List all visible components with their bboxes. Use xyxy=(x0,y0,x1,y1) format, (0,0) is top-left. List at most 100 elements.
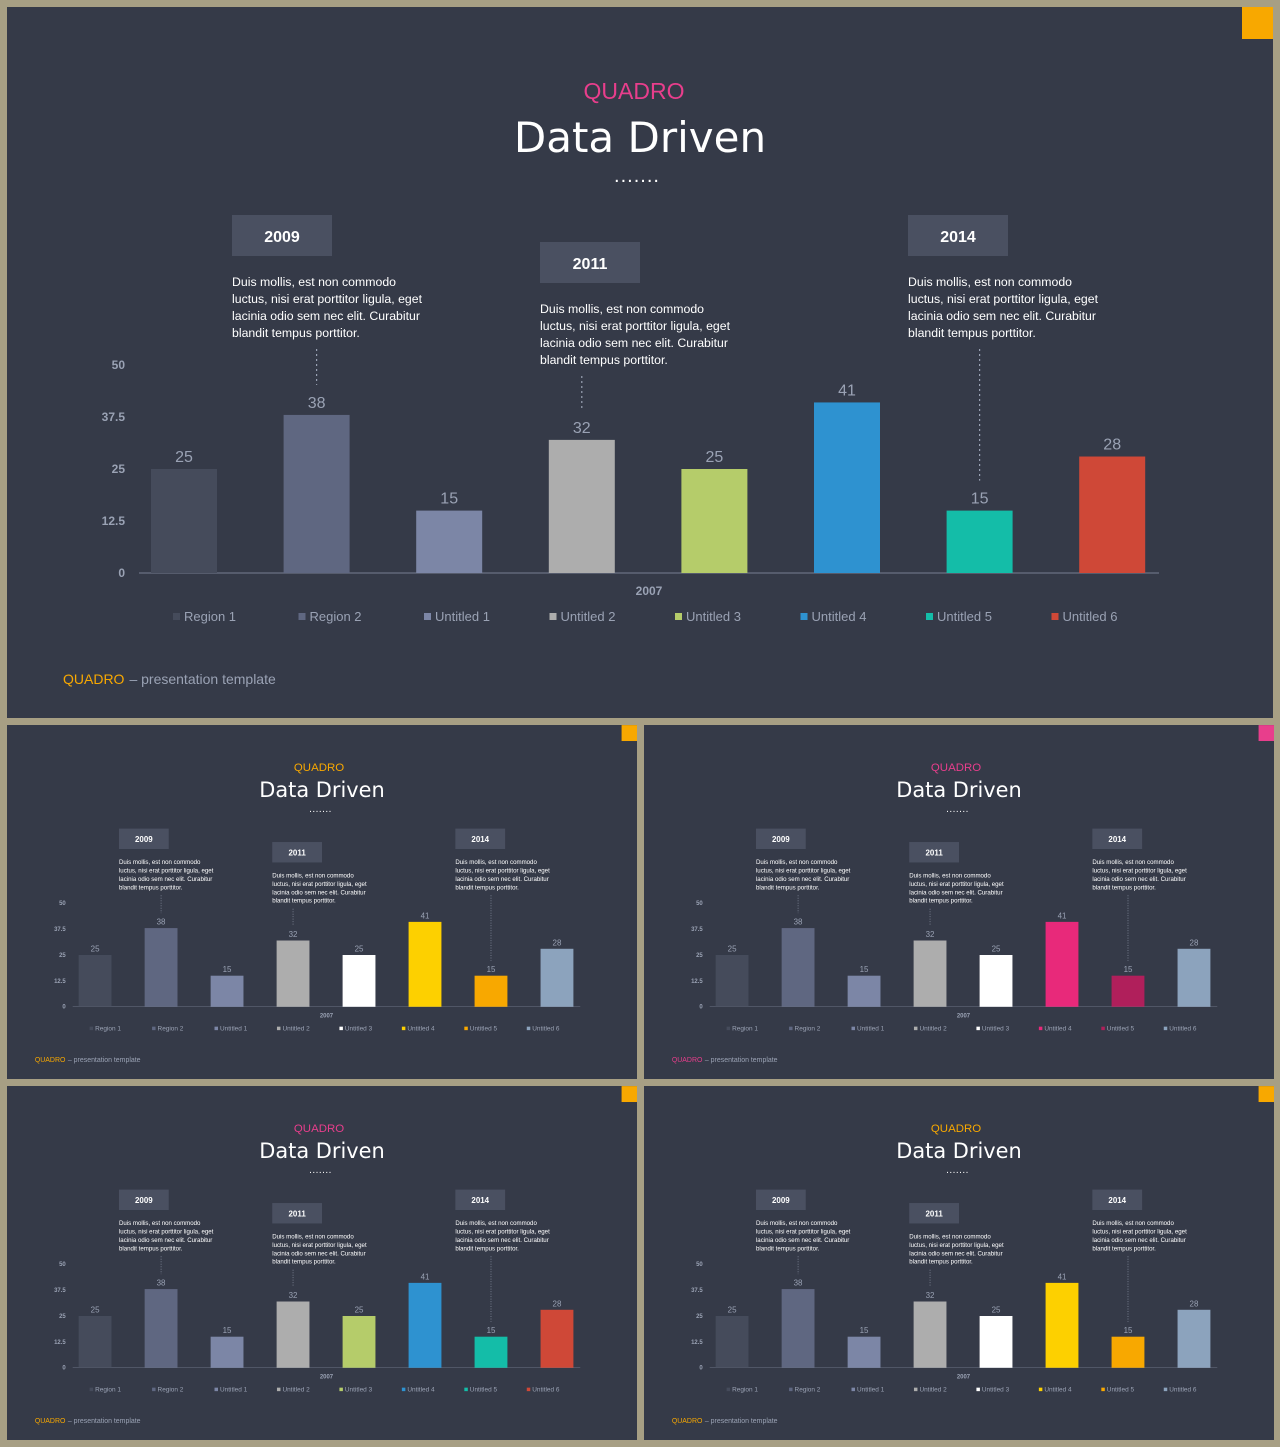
slide-title: Data Driven xyxy=(896,1139,1021,1163)
year-callout-label: 2014 xyxy=(1108,835,1126,844)
year-callout-label: 2011 xyxy=(573,256,608,273)
year-callout-box xyxy=(118,1189,169,1211)
callout-text-line: luctus, nisi erat porttitor ligula, eget xyxy=(232,292,423,306)
legend-swatch xyxy=(1051,613,1059,620)
bar-chart: QUADRO Data Driven....... 0 12.5 25 37.5 50 25 3… xyxy=(63,7,1273,687)
year-callout-label: 2011 xyxy=(288,1209,306,1218)
bar-untitled-4 xyxy=(1045,1282,1079,1368)
bar-untitled-2 xyxy=(548,439,615,573)
x-axis-label: 2007 xyxy=(957,1375,971,1381)
bar-value-label: 25 xyxy=(706,449,724,466)
year-callout-box xyxy=(272,842,322,863)
y-tick-label: 25 xyxy=(59,1314,66,1320)
legend-label: Untitled 4 xyxy=(1044,1026,1072,1033)
bar-chart: QUADRO Data Driven....... 0 12.5 25 37.5 50 25 3… xyxy=(672,725,1274,1064)
legend-swatch xyxy=(726,1387,731,1392)
year-callout-label: 2009 xyxy=(772,1196,790,1205)
bar-value-label: 15 xyxy=(971,491,989,508)
bar-untitled-5 xyxy=(946,510,1013,573)
legend-swatch xyxy=(675,613,682,620)
bar-untitled-6 xyxy=(1177,1309,1211,1368)
footer: QUADRO – presentation template xyxy=(672,1418,778,1425)
year-callout-label: 2009 xyxy=(135,835,153,844)
corner-accent xyxy=(1258,1086,1274,1103)
callout-text-line: Duis mollis, est non commodo xyxy=(909,872,991,879)
bar-value-label: 41 xyxy=(421,911,430,920)
year-callout-label: 2011 xyxy=(925,848,943,857)
callout-text-line: Duis mollis, est non commodo xyxy=(119,859,201,866)
y-tick-label: 12.5 xyxy=(102,514,126,528)
bar-region-2 xyxy=(781,1289,815,1368)
bar-region-1 xyxy=(78,954,112,1007)
legend-swatch xyxy=(1101,1387,1105,1392)
callout-text-line: lacinia odio sem nec elit. Curabitur xyxy=(756,1237,849,1244)
bar-untitled-6 xyxy=(1177,948,1211,1007)
bar-chart: QUADRO Data Driven....... 0 12.5 25 37.5 50 25 3… xyxy=(35,725,637,1064)
legend-swatch xyxy=(976,1026,980,1031)
legend-label: Untitled 6 xyxy=(532,1026,560,1033)
callout-text-line: Duis mollis, est non commodo xyxy=(908,275,1072,289)
year-callout-label: 2014 xyxy=(940,229,976,246)
y-tick-label: 25 xyxy=(112,462,126,476)
callout-text-line: blandit tempus porttitor. xyxy=(455,1245,519,1252)
year-callout-label: 2014 xyxy=(471,1196,489,1205)
year-callout-box xyxy=(1092,1189,1143,1211)
bar-untitled-1 xyxy=(210,975,244,1007)
footer-text: – presentation template xyxy=(129,671,276,687)
bar-value-label: 38 xyxy=(157,918,166,927)
bar-value-label: 15 xyxy=(223,1326,232,1335)
bar-region-2 xyxy=(144,928,178,1007)
bar-value-label: 28 xyxy=(1190,938,1199,947)
callout-text-line: Duis mollis, est non commodo xyxy=(1092,859,1174,866)
legend-label: Region 2 xyxy=(795,1387,821,1394)
year-callout-box xyxy=(272,1203,322,1224)
bar-value-label: 25 xyxy=(355,1306,364,1315)
bar-untitled-4 xyxy=(814,402,880,573)
bar-untitled-6 xyxy=(540,1309,574,1368)
footer-brand: QUADRO xyxy=(672,1057,703,1064)
slide-title: Data Driven xyxy=(514,113,766,162)
bar-untitled-2 xyxy=(913,1301,947,1368)
callout-text-line: lacinia odio sem nec elit. Curabitur xyxy=(455,1237,548,1244)
legend-swatch xyxy=(339,1387,343,1392)
slide-main: QUADRO Data Driven....... 0 12.5 25 37.5 50 25 3… xyxy=(7,7,1273,718)
bar-value-label: 41 xyxy=(1058,911,1067,920)
legend-label: Untitled 1 xyxy=(220,1387,248,1394)
bar-untitled-6 xyxy=(1079,456,1146,573)
bar-value-label: 32 xyxy=(573,420,591,437)
callout-text-line: Duis mollis, est non commodo xyxy=(756,1220,838,1227)
y-tick-label: 37.5 xyxy=(691,1288,703,1294)
callout-text-line: luctus, nisi erat porttitor ligula, eget xyxy=(909,1242,1004,1249)
corner-accent xyxy=(1242,7,1273,39)
y-tick-label: 37.5 xyxy=(54,1288,66,1294)
y-tick-label: 37.5 xyxy=(691,927,703,933)
legend-swatch xyxy=(401,1387,406,1392)
legend-swatch xyxy=(926,613,933,620)
legend-label: Untitled 6 xyxy=(1169,1387,1197,1394)
legend-swatch xyxy=(851,1026,855,1031)
legend-label: Untitled 1 xyxy=(857,1387,885,1394)
bar-value-label: 28 xyxy=(553,1299,562,1308)
bar-value-label: 25 xyxy=(728,1306,737,1315)
bar-value-label: 38 xyxy=(157,1279,166,1288)
bar-value-label: 25 xyxy=(91,1306,100,1315)
callout-text-line: Duis mollis, est non commodo xyxy=(232,275,396,289)
year-callout-box xyxy=(455,1189,506,1211)
footer-text: – presentation template xyxy=(705,1418,778,1425)
bar-untitled-1 xyxy=(847,1336,881,1368)
year-callout-label: 2014 xyxy=(1108,1196,1126,1205)
year-callout-label: 2009 xyxy=(135,1196,153,1205)
bar-value-label: 15 xyxy=(860,1326,869,1335)
y-tick-label: 0 xyxy=(62,1005,66,1011)
bar-value-label: 25 xyxy=(91,945,100,954)
bar-region-1 xyxy=(78,1315,112,1368)
year-callout-label: 2011 xyxy=(925,1209,943,1218)
bar-value-label: 38 xyxy=(308,395,326,412)
legend-swatch xyxy=(401,1026,406,1031)
y-tick-label: 0 xyxy=(699,1366,703,1372)
callout-text-line: blandit tempus porttitor. xyxy=(908,326,1036,340)
legend-swatch xyxy=(526,1387,531,1392)
callout-text-line: luctus, nisi erat porttitor ligula, eget xyxy=(272,1242,367,1249)
y-tick-label: 0 xyxy=(62,1366,66,1372)
y-tick-label: 50 xyxy=(59,1262,66,1268)
